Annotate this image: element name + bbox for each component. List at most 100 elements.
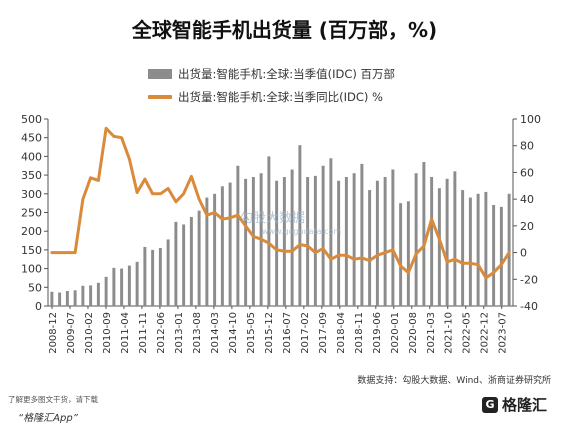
x-tick-label: 2020-01 [390,312,401,354]
bar-shipments [89,285,93,306]
x-tick-label: 2013-08 [192,312,203,354]
bar-shipments [430,176,434,306]
footer-app-name: “格隆汇App” [18,413,78,424]
left-tick-label: 150 [21,244,42,257]
bar-shipments [135,261,139,306]
x-tick-label: 2009-07 [66,312,77,354]
bar-shipments [58,292,62,306]
x-tick-label: 2011-04 [120,312,131,354]
right-tick-label: 20 [520,220,534,233]
bar-shipments [344,176,348,306]
bar-shipments [127,265,131,306]
bar-shipments [236,165,240,306]
x-tick-label: 2010-02 [84,312,95,354]
left-tick-label: 500 [21,113,42,126]
bar-shipments [399,203,403,306]
left-tick-label: 50 [28,281,42,294]
left-tick-label: 0 [35,300,42,313]
bar-shipments [499,206,503,306]
bar-shipments [360,163,364,306]
bar-shipments [112,267,116,306]
bar-shipments [96,282,100,306]
x-tick-label: 2019-06 [372,312,383,354]
bar-shipments [492,205,496,306]
right-tick-label: 60 [520,166,534,179]
left-tick-label: 350 [21,169,42,182]
bar-shipments [282,176,286,306]
bar-shipments [81,285,85,306]
chart-title: 全球智能手机出货量 (百万部，%) [131,18,438,42]
legend-label-shipments: 出货量:智能手机:全球:当季值(IDC) 百万部 [178,67,396,81]
bar-shipments [445,178,449,306]
left-tick-label: 450 [21,132,42,145]
bar-shipments [213,193,217,306]
x-tick-label: 2018-11 [354,312,365,354]
bar-shipments [290,169,294,306]
line-yoy [50,126,511,280]
bar-shipments [182,224,186,306]
x-tick-label: 2016-07 [282,312,293,354]
bar-shipments [453,171,457,306]
x-tick-label: 2023-07 [498,312,509,354]
x-tick-label: 2015-05 [246,312,257,354]
legend-swatch-line [148,95,172,99]
right-tick-label: 80 [520,140,534,153]
left-tick-label: 300 [21,188,42,201]
bar-shipments [437,188,441,306]
legend-label-yoy: 出货量:智能手机:全球:当季同比(IDC) % [178,90,383,104]
x-tick-label: 2011-11 [138,312,149,354]
right-tick-label: 0 [520,247,527,260]
bar-shipments [414,173,418,306]
bar-shipments [391,169,395,306]
bar-shipments [352,173,356,306]
x-tick-label: 2014-10 [228,312,239,354]
bar-shipments [189,216,193,306]
x-tick-label: 2008-12 [48,312,59,354]
x-tick-label: 2022-12 [480,312,491,354]
brand-logo: G 格隆汇 [481,394,547,415]
bar-shipments [244,178,248,306]
left-tick-label: 100 [21,263,42,276]
bar-shipments [174,221,178,306]
bar-shipments [383,176,387,306]
bar-shipments [368,190,372,306]
bar-shipments [422,162,426,306]
x-tick-label: 2014-03 [210,312,221,354]
bar-shipments [251,176,255,306]
bar-shipments [298,145,302,306]
bar-shipments [321,165,325,306]
x-tick-label: 2021-03 [426,312,437,354]
x-tick-label: 2015-12 [264,312,275,354]
brand-mark-icon: G [481,396,498,413]
bar-shipments [375,180,379,306]
x-tick-label: 2018-04 [336,312,347,354]
x-tick-label: 2012-06 [156,312,167,354]
bar-shipments [507,193,511,306]
watermark-url: www.gogudata.com [262,227,342,236]
left-tick-label: 250 [21,207,42,220]
legend-item-shipments: 出货量:智能手机:全球:当季值(IDC) 百万部 [148,66,395,82]
right-tick-label: -20 [520,273,538,286]
x-tick-label: 2021-10 [444,312,455,354]
bar-shipments [337,180,341,306]
brand-name: 格隆汇 [501,396,547,414]
right-tick-label: 100 [520,113,541,126]
bar-shipments [65,291,69,306]
bar-shipments [50,291,54,306]
footer-note: 了解更多图文干货，请下载 [8,395,98,404]
bar-shipments [406,201,410,306]
bar-shipments [166,239,170,306]
legend-item-yoy: 出货量:智能手机:全球:当季同比(IDC) % [148,89,383,105]
bar-shipments [120,268,124,306]
bar-shipments [313,175,317,306]
left-tick-label: 200 [21,225,42,238]
bar-shipments [306,176,310,306]
x-tick-label: 2017-09 [318,312,329,354]
source-note: 数据支持：勾股大数据、Wind、浙商证券研究所 [357,376,551,386]
x-tick-label: 2017-02 [300,312,311,354]
bar-shipments [484,191,488,306]
watermark: 勾股大数据 www.gogudata.com [240,207,341,236]
bar-shipments [220,186,224,306]
bar-shipments [468,197,472,306]
x-tick-label: 2010-09 [102,312,113,354]
